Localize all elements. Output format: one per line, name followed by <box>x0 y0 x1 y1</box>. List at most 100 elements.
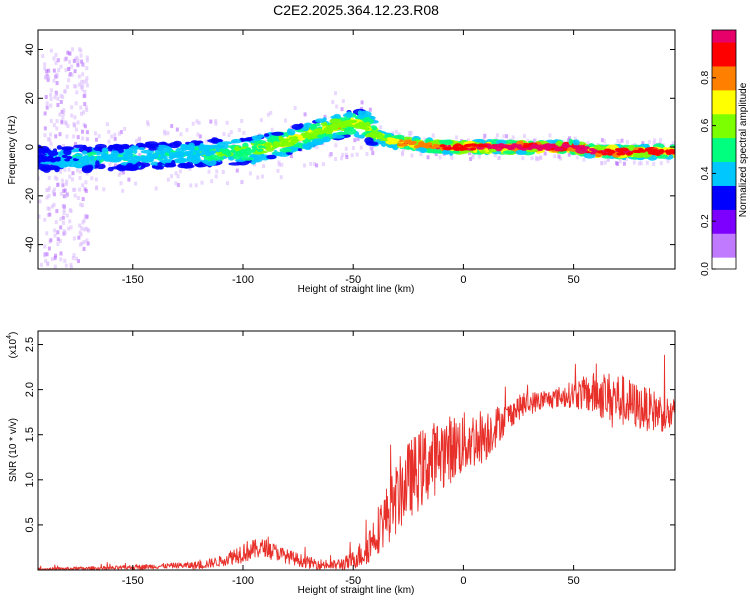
spectrogram-scatter-point <box>179 132 183 137</box>
spectrogram-scatter-point <box>59 257 63 262</box>
spectrogram-ridge-cell <box>127 149 134 155</box>
spectrogram-scatter-point <box>134 181 138 186</box>
colorbar-segment <box>712 157 736 161</box>
spectrogram-ridge-cell <box>107 166 114 172</box>
spectrogram-ridge-cell <box>266 154 277 160</box>
spectrogram-scatter-point <box>63 57 67 62</box>
spectrogram-scatter-point <box>119 130 123 135</box>
spectrogram-scatter-point <box>55 230 59 235</box>
spectrogram-ridge-cell <box>138 147 146 151</box>
colorbar-segment <box>712 219 736 222</box>
spectrogram-core-cell <box>168 155 175 159</box>
top-plot-area <box>38 47 675 269</box>
spectrogram-scatter-point <box>81 220 85 225</box>
spectrogram-scatter-point <box>63 167 67 172</box>
colorbar-segment <box>712 161 736 165</box>
spectrogram-ridge-cell <box>194 146 199 151</box>
colorbar-segment <box>712 239 736 242</box>
spectrogram-scatter-point <box>533 138 537 143</box>
colorbar-segment <box>712 233 736 236</box>
spectrogram-scatter-point <box>70 64 74 69</box>
spectrogram-scatter-point <box>72 123 76 128</box>
spectrogram-scatter-point <box>105 122 109 127</box>
spectrogram-ridge-cell <box>140 149 155 154</box>
colorbar-segment <box>712 113 736 117</box>
spectrogram-ridge-cell <box>179 143 188 149</box>
spectrogram-scatter-point <box>85 136 89 141</box>
spectrogram-scatter-point <box>175 127 179 132</box>
spectrogram-scatter-point <box>83 187 87 192</box>
spectrogram-scatter-point <box>75 90 79 95</box>
colorbar-segment <box>712 267 736 270</box>
spectrogram-scatter-point <box>83 102 87 107</box>
spectrogram-scatter-point <box>53 228 57 233</box>
spectrogram-scatter-point <box>204 139 208 144</box>
spectrogram-ridge-cell <box>63 148 72 156</box>
colorbar-ticks: 0.0 0.2 0.4 0.6 0.8 <box>700 70 716 276</box>
colorbar-segment <box>712 173 736 176</box>
spectrogram-ridge-cell <box>93 146 105 152</box>
colorbar-segment <box>712 211 736 214</box>
colorbar-segment <box>712 175 736 178</box>
spectrogram-ridge-cell <box>424 147 439 154</box>
spectrogram-scatter-point <box>73 69 77 74</box>
spectrogram-scatter-point <box>82 246 86 251</box>
spectrogram-scatter-point <box>81 136 85 141</box>
spectrogram-scatter-point <box>49 118 53 123</box>
spectrogram-scatter-point <box>553 154 557 159</box>
spectrogram-scatter-point <box>431 133 435 138</box>
spectrogram-ridge-cell <box>555 140 563 147</box>
colorbar-segment <box>712 63 736 67</box>
spectrogram-scatter-point <box>52 78 56 83</box>
spectrogram-ridge-cell <box>628 144 635 151</box>
spectrogram-core-cell <box>74 155 81 159</box>
spectrogram-ridge-cell <box>479 150 486 154</box>
colorbar-segment <box>712 217 736 220</box>
colorbar-segment <box>712 81 736 85</box>
spectrogram-scatter-point <box>259 118 263 123</box>
spectrogram-scatter-point <box>66 50 70 55</box>
spectrogram-scatter-point <box>138 153 142 158</box>
spectrogram-scatter-point <box>70 72 74 77</box>
spectrogram-scatter-point <box>341 152 345 157</box>
spectrogram-scatter-point <box>419 152 423 157</box>
spectrogram-scatter-point <box>240 119 244 124</box>
spectrogram-scatter-point <box>497 156 501 161</box>
colorbar-segment <box>712 197 736 200</box>
spectrogram-core-cell <box>381 137 388 141</box>
spectrogram-scatter-point <box>146 120 150 125</box>
spectrogram-scatter-point <box>74 256 78 261</box>
spectrogram-scatter-point <box>71 171 75 176</box>
top-x-tick-label: 50 <box>567 274 579 286</box>
top-chart-title: C2E2.2025.364.12.23.R08 <box>273 2 439 18</box>
bottom-axis-ticks: -150 -100 -50 0 50 0.5 1.0 1.5 2.0 2.5 <box>24 331 675 587</box>
spectrogram-scatter-point <box>62 111 66 116</box>
spectrogram-scatter-point <box>225 120 229 125</box>
spectrogram-ridge-cell <box>306 134 316 140</box>
spectrogram-core-cell <box>430 145 437 150</box>
spectrogram-core-cell <box>635 149 642 154</box>
colorbar-segment <box>712 115 736 119</box>
spectrogram-core-cell <box>264 143 271 147</box>
spectrogram-scatter-point <box>41 54 45 59</box>
spectrogram-ridge-cell <box>210 137 220 144</box>
spectrogram-scatter-point <box>340 107 344 112</box>
spectrogram-core-cell <box>397 143 404 147</box>
spectrogram-scatter-point <box>56 103 60 108</box>
spectrogram-scatter-point <box>63 89 67 94</box>
spectrogram-core-cell <box>561 143 568 148</box>
spectrogram-scatter-point <box>210 179 214 184</box>
colorbar-segment <box>712 225 736 228</box>
spectrogram-scatter-point <box>185 127 189 132</box>
spectrogram-scatter-point <box>82 94 86 99</box>
colorbar <box>712 30 736 270</box>
spectrogram-core-cell <box>426 142 433 146</box>
spectrogram-scatter-point <box>61 183 65 188</box>
spectrogram-scatter-point <box>54 60 58 65</box>
spectrogram-scatter-point <box>55 119 59 124</box>
spectrogram-scatter-point <box>237 127 241 132</box>
spectrogram-scatter-point <box>65 84 69 89</box>
spectrogram-core-cell <box>122 153 129 158</box>
colorbar-segment <box>712 45 736 49</box>
spectrogram-ridge-cell <box>166 143 173 147</box>
